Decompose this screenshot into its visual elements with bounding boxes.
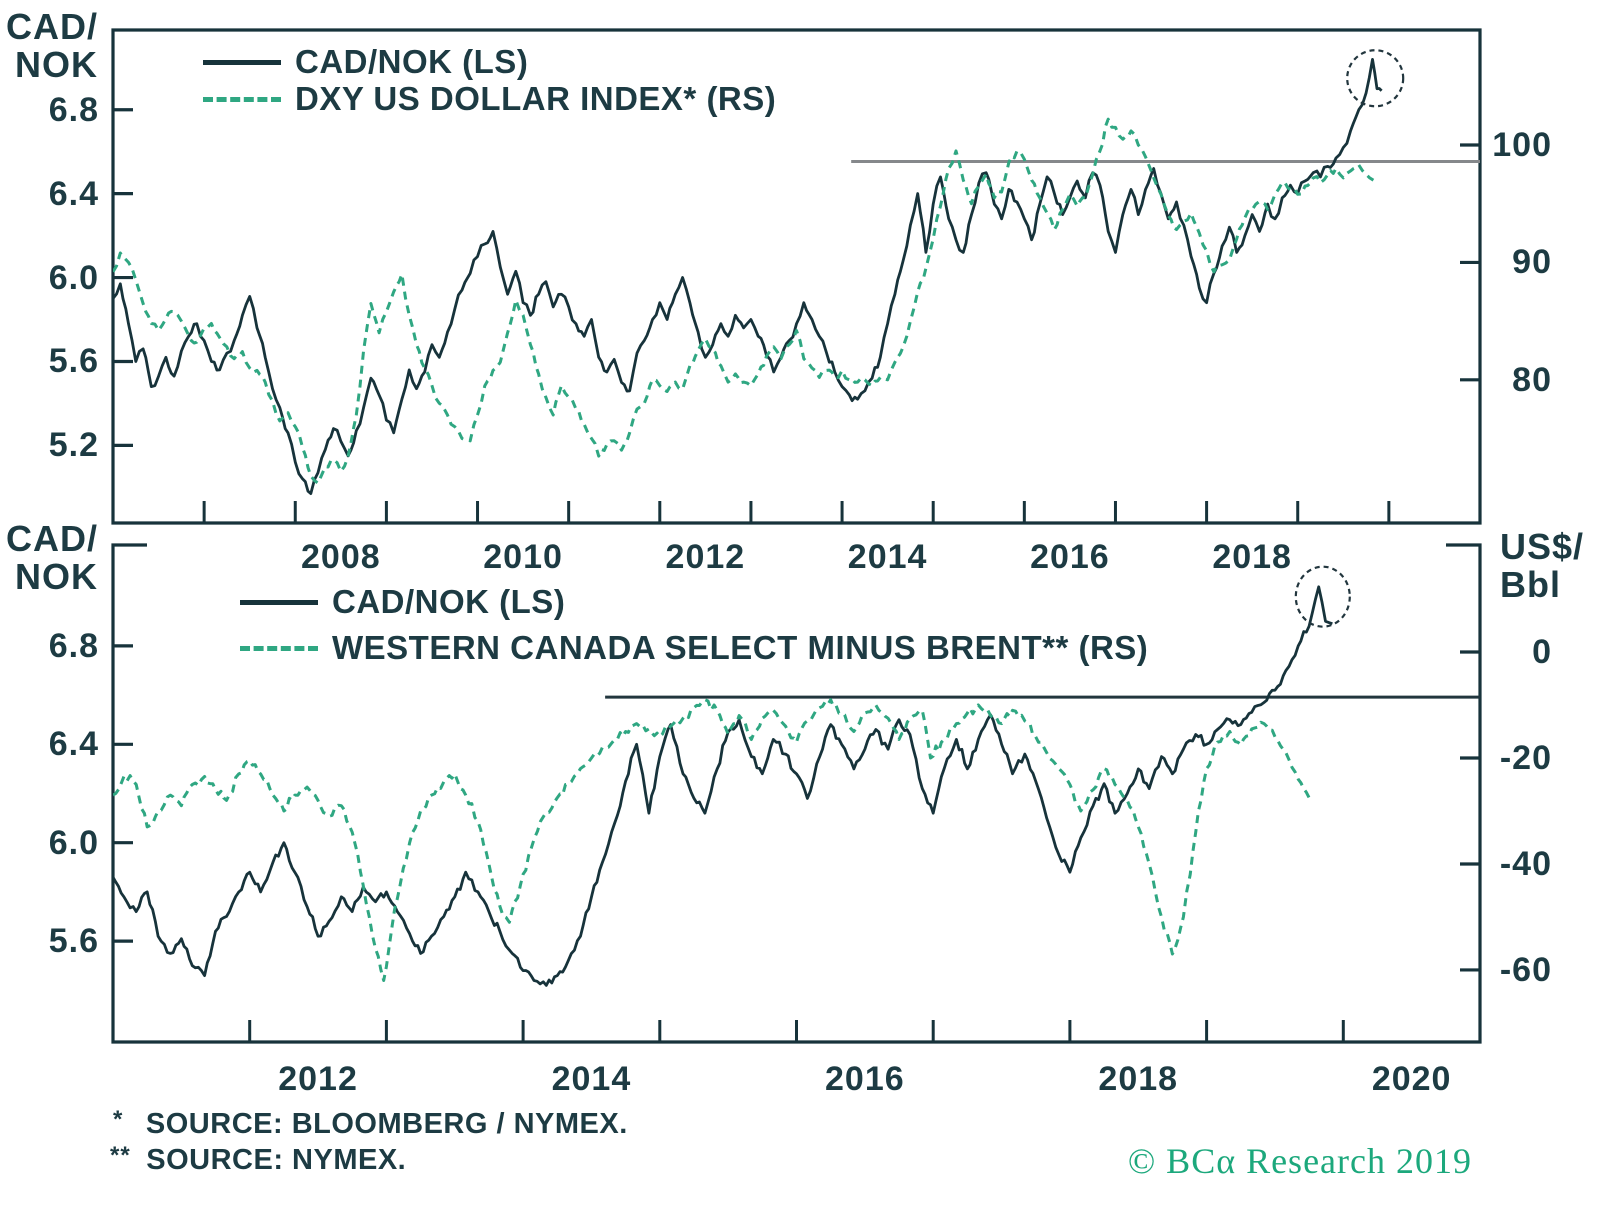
axis-title-line: US$/: [1500, 526, 1585, 567]
top-left-tick-label: 5.2: [48, 426, 99, 465]
top-x-tick-label: 2010: [483, 538, 563, 576]
top-series-overlay: [113, 117, 1375, 485]
bottom-right-tick-label: -40: [1499, 844, 1552, 883]
legend-label: WESTERN CANADA SELECT MINUS BRENT** (RS): [332, 629, 1149, 666]
footnote-text: SOURCE: BLOOMBERG / NYMEX.: [145, 1108, 628, 1140]
top-left-tick-label: 6.8: [48, 90, 99, 129]
bottom-x-tick-label: 2020: [1371, 1060, 1452, 1098]
footnote-source-2: ** SOURCE: NYMEX.: [110, 1142, 406, 1177]
bottom-x-tick-label: 2012: [278, 1060, 358, 1098]
bottom-panel: [111, 543, 1482, 1044]
top-left-tick-label: 5.6: [48, 342, 99, 381]
bottom-left-tick-label: 6.8: [48, 626, 99, 665]
bottom-x-tick-label: 2014: [551, 1060, 632, 1098]
footnote-marker: *: [113, 1106, 124, 1133]
axis-title-line: NOK: [15, 556, 98, 597]
bottom-series-overlay: [113, 698, 1311, 982]
top-right-tick-label: 90: [1512, 243, 1552, 282]
bottom-right-tick-label: 0: [1532, 633, 1552, 672]
legend-item-wcs-brent: WESTERN CANADA SELECT MINUS BRENT** (RS): [240, 629, 1149, 666]
axis-title-line: CAD/: [6, 6, 98, 47]
top-right-tick-label: 100: [1492, 126, 1552, 165]
top-series-cadnok: [113, 58, 1383, 495]
axis-title-line: Bbl: [1500, 564, 1561, 605]
axis-title-line: CAD/: [6, 518, 98, 559]
bottom-x-tick-label: 2018: [1098, 1060, 1179, 1098]
legend-label: CAD/NOK (LS): [332, 583, 566, 620]
bottom-series-cadnok: [113, 585, 1333, 987]
bottom-left-axis-title: CAD/ NOK: [6, 520, 98, 596]
bottom-right-tick-label: -20: [1499, 739, 1552, 777]
top-x-tick-label: 2018: [1212, 538, 1292, 576]
top-x-tick-label: 2008: [301, 538, 381, 576]
top-x-tick-label: 2014: [847, 538, 928, 576]
dashed-line-swatch: [240, 645, 318, 651]
top-left-tick-label: 6.0: [48, 258, 99, 297]
legend-item-dxy: DXY US DOLLAR INDEX* (RS): [203, 80, 777, 117]
bottom-breakout-circle: [1294, 565, 1351, 628]
top-right-tick-label: 80: [1512, 360, 1552, 399]
legend-label: CAD/NOK (LS): [295, 43, 529, 80]
axis-title-line: NOK: [15, 44, 98, 85]
legend-item-cadnok-bottom: CAD/NOK (LS): [240, 583, 566, 620]
bca-research-copyright: © BCα Research 2019: [1127, 1141, 1472, 1181]
top-left-axis-title: CAD/ NOK: [6, 8, 98, 84]
dashed-line-swatch: [203, 96, 281, 102]
legend-label: DXY US DOLLAR INDEX* (RS): [295, 80, 777, 117]
solid-line-swatch: [240, 599, 318, 605]
top-plot-border: [111, 28, 1482, 525]
top-left-tick-label: 6.4: [48, 174, 99, 213]
bottom-x-tick-label: 2016: [825, 1060, 905, 1098]
top-x-tick-label: 2012: [665, 538, 746, 576]
bottom-left-tick-label: 6.0: [48, 823, 99, 862]
footnote-marker: **: [110, 1142, 131, 1169]
top-breakout-circle: [1346, 49, 1405, 108]
footnote-text: SOURCE: NYMEX.: [146, 1144, 407, 1176]
top-panel: [111, 28, 1482, 525]
footnote-source-1: * SOURCE: BLOOMBERG / NYMEX.: [113, 1106, 628, 1141]
bottom-right-tick-label: -60: [1499, 950, 1552, 989]
solid-line-swatch: [203, 59, 281, 65]
bottom-right-axis-title: US$/ Bbl: [1500, 528, 1596, 604]
top-x-tick-label: 2016: [1030, 538, 1110, 576]
legend-item-cadnok-top: CAD/NOK (LS): [203, 43, 529, 80]
bottom-left-tick-label: 5.6: [48, 922, 99, 961]
bottom-left-tick-label: 6.4: [48, 725, 99, 764]
